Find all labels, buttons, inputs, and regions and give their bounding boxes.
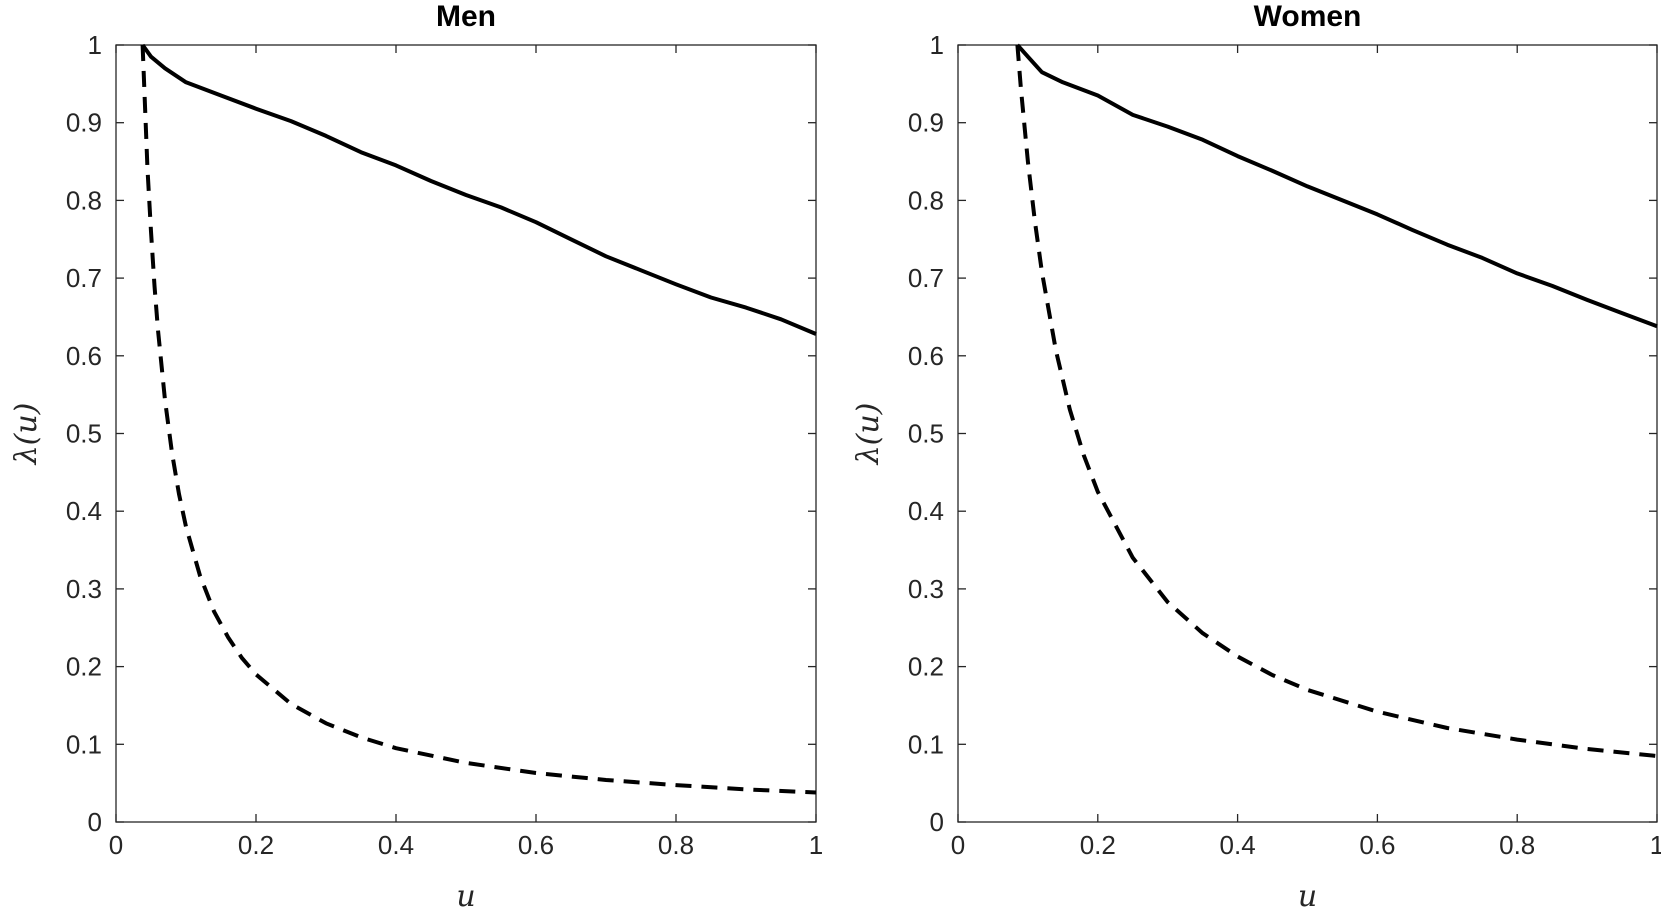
y-tick-label: 0.4 <box>908 496 944 526</box>
y-tick-label: 0.9 <box>66 108 102 138</box>
panel-men: 0 0.2 0.4 0.6 0.8 1 0 0.1 0.2 0.3 0.4 0.5 0.6 0.7 0.8 0… <box>9 0 823 914</box>
y-tick-label: 1 <box>88 30 102 60</box>
x-tick-label: 0.8 <box>1499 830 1535 860</box>
y-tick-label: 0.7 <box>66 263 102 293</box>
y-tick-label: 1 <box>930 30 944 60</box>
x-tick-label: 0 <box>951 830 965 860</box>
x-axis-label: u <box>1298 879 1317 914</box>
x-tick-label: 1 <box>1650 830 1661 860</box>
y-tick-label: 0.8 <box>908 185 944 215</box>
y-tick-label: 0.5 <box>908 419 944 449</box>
y-tick-label: 0.5 <box>66 419 102 449</box>
series-line-solid <box>1015 43 1658 329</box>
y-tick-label: 0.9 <box>908 108 944 138</box>
y-tick-label: 0.2 <box>908 652 944 682</box>
y-tick-label: 0.6 <box>908 341 944 371</box>
x-tick-label: 0.2 <box>1080 830 1116 860</box>
y-tick-label: 0 <box>930 807 944 837</box>
x-tick-label: 0.6 <box>518 830 554 860</box>
y-tick-label: 0.3 <box>66 574 102 604</box>
series-line-dashed <box>140 44 817 795</box>
series-line-solid <box>140 43 817 336</box>
y-tick-label: 0.2 <box>66 652 102 682</box>
y-tick-label: 0 <box>88 807 102 837</box>
y-tick-label: 0.1 <box>908 729 944 759</box>
y-tick-label: 0.4 <box>66 496 102 526</box>
y-tick-label: 0.3 <box>908 574 944 604</box>
y-axis-label: λ(u) <box>9 403 44 466</box>
x-axis-label: u <box>456 879 475 914</box>
x-tick-label: 0.8 <box>658 830 694 860</box>
chart-title: Women <box>1254 0 1362 33</box>
panel-women: 0 0.2 0.4 0.6 0.8 1 0 0.1 0.2 0.3 0.4 0.5 0.6 0.7 0.8 0… <box>851 0 1661 914</box>
x-tick-label: 1 <box>809 830 823 860</box>
y-tick-label: 0.1 <box>66 729 102 759</box>
y-tick-label: 0.8 <box>66 185 102 215</box>
x-tick-label: 0.2 <box>238 830 274 860</box>
plot-area <box>957 44 1658 823</box>
x-tick-label: 0 <box>109 830 123 860</box>
series-line-dashed <box>1015 44 1658 758</box>
plot-area <box>115 44 817 823</box>
y-axis-label: λ(u) <box>851 403 886 466</box>
y-tick-label: 0.7 <box>908 263 944 293</box>
chart-title: Men <box>436 0 496 33</box>
x-tick-label: 0.4 <box>1220 830 1256 860</box>
x-tick-label: 0.4 <box>378 830 414 860</box>
y-tick-label: 0.6 <box>66 341 102 371</box>
x-tick-label: 0.6 <box>1359 830 1395 860</box>
